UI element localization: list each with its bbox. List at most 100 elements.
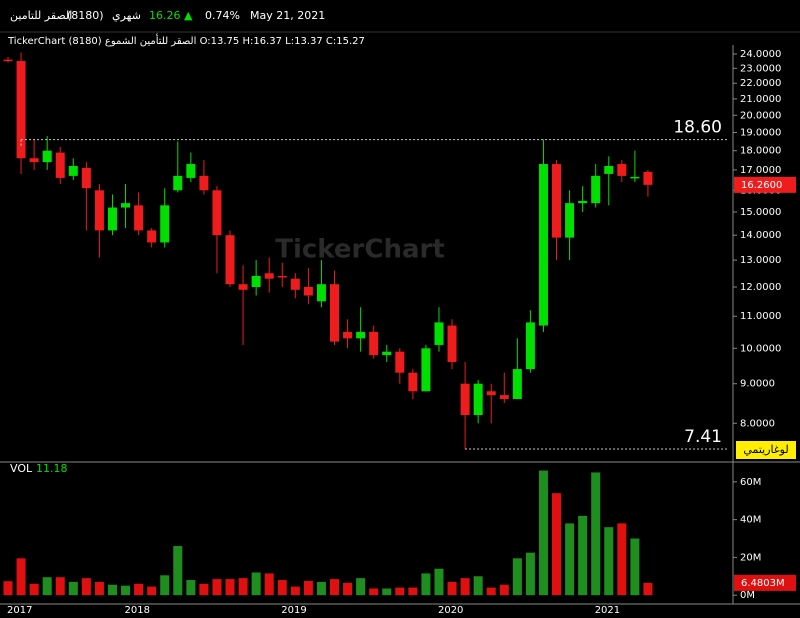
y-tick-label: 40M [740,515,761,526]
volume-bar [212,579,222,596]
x-tick-label: 2019 [281,605,306,616]
y-tick-label: 18.0000 [740,146,781,157]
volume-bar [303,580,313,596]
volume-bar [499,584,509,596]
candle-body [434,322,444,345]
volume-bar [251,572,261,596]
candle-body [277,275,287,278]
candle-body [303,286,313,296]
candle-body [29,158,39,163]
last-price-box [734,176,796,193]
candle-body [81,167,91,189]
volume-bar [290,586,300,596]
y-tick-label: 12.0000 [740,282,781,293]
candle-body [421,348,431,392]
candle-body [290,278,300,290]
volume-bar [107,584,117,596]
y-tick-label: 19.0000 [740,128,781,139]
candle-body [330,284,339,342]
volume-bar [538,470,548,596]
candle-body [251,275,261,287]
volume-bar [29,583,39,596]
volume-bar [264,573,274,596]
candle-body [55,152,65,178]
volume-bar [225,579,235,596]
scale-label: لوغاريتمي [743,443,788,456]
y-tick-label: 14.0000 [740,230,781,241]
volume-bar [173,546,183,596]
candle-body [94,190,104,231]
change-arrow: ▲ [184,9,193,22]
candle-body [473,383,483,415]
y-tick-label: 17.0000 [740,165,781,176]
candle-body [643,171,653,185]
price: 16.26 [149,9,181,22]
volume-bar [473,576,483,596]
volume-bar [186,580,196,596]
y-tick-label: 11.0000 [740,311,781,322]
volume-bar [447,581,457,596]
volume-bar [147,586,157,596]
y-tick-label: 24.0000 [740,49,781,60]
y-tick-label: 23.0000 [740,63,781,74]
volume-bar [512,558,522,596]
candle-body [42,150,52,163]
volume-bar [343,582,353,596]
x-tick-label: 2021 [595,605,620,616]
last-volume-label: 6.4803M [741,578,785,589]
y-tick-label: 22.0000 [740,78,781,89]
candle-body [3,59,13,62]
candle-body [460,383,470,415]
volume-bar [486,587,496,596]
candle-body [408,372,418,392]
volume-bar [81,578,91,596]
y-tick-label: 0M [740,590,755,601]
candle-body [486,391,496,396]
volume-bar [68,581,78,596]
volume-bar [630,538,640,596]
y-tick-label: 20M [740,552,761,563]
candle-body [447,325,457,363]
candle-body [395,351,405,373]
volume-bar [330,579,339,596]
candle-body [316,284,326,302]
volume-bar [356,578,366,596]
last-price-label: 16.2600 [741,180,782,191]
x-tick-label: 2020 [438,605,463,616]
y-tick-label: 8.0000 [740,418,775,429]
volume-bar [199,583,209,596]
high-marker-label: 18.60 [673,118,722,138]
y-tick-label: 15.0000 [740,207,781,218]
volume-bar [42,577,52,596]
candle-body [538,164,548,326]
candle-body [591,175,601,204]
candle-body [16,61,26,159]
candle-body [369,331,379,356]
stock-name: الصقر للتامين [10,9,72,22]
y-tick-label: 60M [740,477,761,488]
volume-bar [55,577,65,596]
stock-code: (8180) [67,9,104,22]
candle-body [107,207,117,231]
watermark: TickerChart [275,235,445,265]
volume-bar [160,575,170,596]
candle-body [186,164,196,178]
volume-bar [277,580,287,596]
volume-label: VOL [10,462,33,475]
volume-bar [617,523,627,596]
candle-body [382,351,392,356]
volume-bar [552,493,562,596]
candle-body [512,369,522,399]
volume-bar [578,515,588,596]
candle-body [525,322,535,370]
candle-body [160,205,170,243]
candle-body [356,331,366,339]
volume-bar [643,582,653,596]
y-tick-label: 21.0000 [740,94,781,105]
y-tick-label: 9.0000 [740,379,775,390]
volume-bar [382,588,392,596]
candle-body [121,203,131,208]
volume-bar [16,558,26,596]
candle-body [199,175,209,191]
